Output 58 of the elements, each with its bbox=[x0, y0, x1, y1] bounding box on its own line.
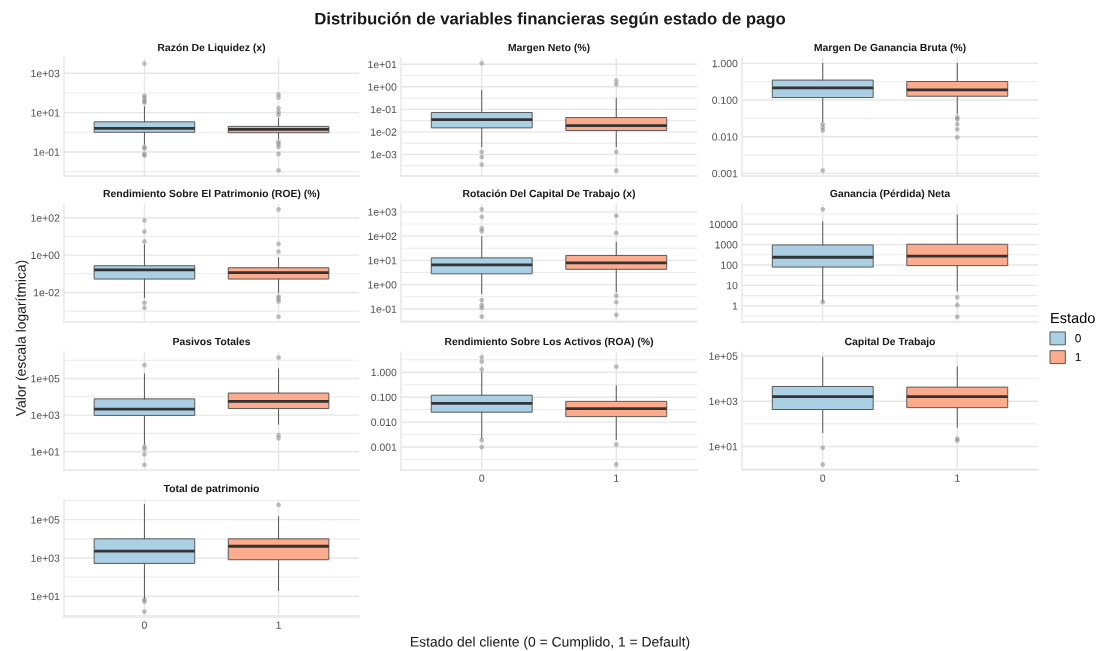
y-tick-label: 10 bbox=[727, 281, 738, 290]
y-tick-label: 100 bbox=[721, 261, 738, 269]
y-tick-label: 1.000 bbox=[712, 59, 738, 68]
y-tick-label: 1e+01 bbox=[31, 592, 60, 601]
chart-title: Rendimiento Sobre Los Activos (ROA) (%) bbox=[445, 337, 654, 348]
y-tick-label: 1e-02 bbox=[370, 128, 397, 136]
y-tick-label: 1e+01 bbox=[368, 256, 397, 265]
y-tick-label: 1e+05 bbox=[709, 352, 738, 360]
y-tick-label: 0.010 bbox=[371, 418, 397, 426]
y-tick-label: 0.001 bbox=[712, 169, 738, 178]
chart-title: Ganancia (Pérdida) Neta bbox=[830, 189, 951, 200]
y-tick-label: 10000 bbox=[709, 220, 738, 229]
y-tick-label: 1e+05 bbox=[31, 374, 60, 383]
x-tick-label: 0 bbox=[820, 474, 826, 482]
y-tick-label: 1000 bbox=[715, 241, 738, 249]
legend-label: 1 bbox=[1075, 352, 1081, 362]
y-tick-label: 1e-03 bbox=[370, 150, 397, 159]
y-tick-label: 1e+03 bbox=[31, 554, 60, 562]
y-tick-label: 1e+03 bbox=[31, 69, 60, 78]
legend-title: Estado bbox=[1051, 312, 1095, 324]
y-tick-label: 0.100 bbox=[371, 393, 397, 402]
chart-title: Margen De Ganancia Bruta (%) bbox=[814, 43, 966, 54]
x-tick-label: 0 bbox=[479, 474, 485, 482]
text: Distribución de variables financieras según estado de pago bbox=[315, 12, 786, 28]
y-tick-label: 1 bbox=[732, 302, 738, 310]
y-tick-label: 1e+02 bbox=[368, 232, 397, 240]
y-tick-label: 1e+03 bbox=[709, 397, 738, 406]
chart-title: Rotación Del Capital De Trabajo (x) bbox=[463, 189, 636, 200]
chart-title: Margen Neto (%) bbox=[508, 43, 590, 54]
y-tick-label: 1.000 bbox=[371, 368, 397, 377]
y-tick-label: 1e+02 bbox=[31, 214, 60, 222]
y-tick-label: 1e+03 bbox=[31, 411, 60, 419]
y-tick-label: 1e+01 bbox=[31, 448, 60, 456]
chart-title: Total de patrimonio bbox=[163, 484, 260, 495]
legend-label: 0 bbox=[1075, 334, 1081, 343]
chart-title: Pasivos Totales bbox=[173, 337, 251, 346]
y-tick-label: 1e+00 bbox=[368, 281, 397, 289]
x-tick-label: 1 bbox=[955, 474, 960, 482]
y-tick-label: 1e+00 bbox=[368, 83, 397, 91]
y-tick-label: 1e+05 bbox=[31, 516, 60, 524]
y-tick-label: 0.001 bbox=[371, 443, 397, 451]
text: Valor (escala logarítmica) bbox=[15, 260, 29, 417]
chart-title: Razón De Liquidez (x) bbox=[158, 43, 266, 54]
y-tick-label: 1e-01 bbox=[370, 305, 397, 313]
y-tick-label: 1e-01 bbox=[33, 148, 60, 156]
y-tick-label: 0.100 bbox=[712, 96, 738, 104]
y-tick-label: 1e+01 bbox=[368, 60, 397, 69]
y-tick-label: 1e+00 bbox=[31, 251, 60, 259]
y-tick-label: 1e+01 bbox=[31, 109, 60, 117]
y-tick-label: 0.010 bbox=[712, 133, 738, 141]
chart-title: Rendimiento Sobre El Patrimonio (ROE) (%) bbox=[103, 189, 320, 200]
text: Estado del cliente (0 = Cumplido, 1 = Default) bbox=[411, 636, 690, 650]
x-tick-label: 1 bbox=[614, 474, 619, 482]
y-tick-label: 1e-02 bbox=[33, 288, 60, 297]
y-tick-label: 1e-01 bbox=[370, 105, 397, 114]
y-tick-label: 1e+01 bbox=[709, 442, 738, 451]
chart-title: Capital De Trabajo bbox=[844, 337, 936, 348]
y-tick-label: 1e+03 bbox=[368, 208, 397, 216]
